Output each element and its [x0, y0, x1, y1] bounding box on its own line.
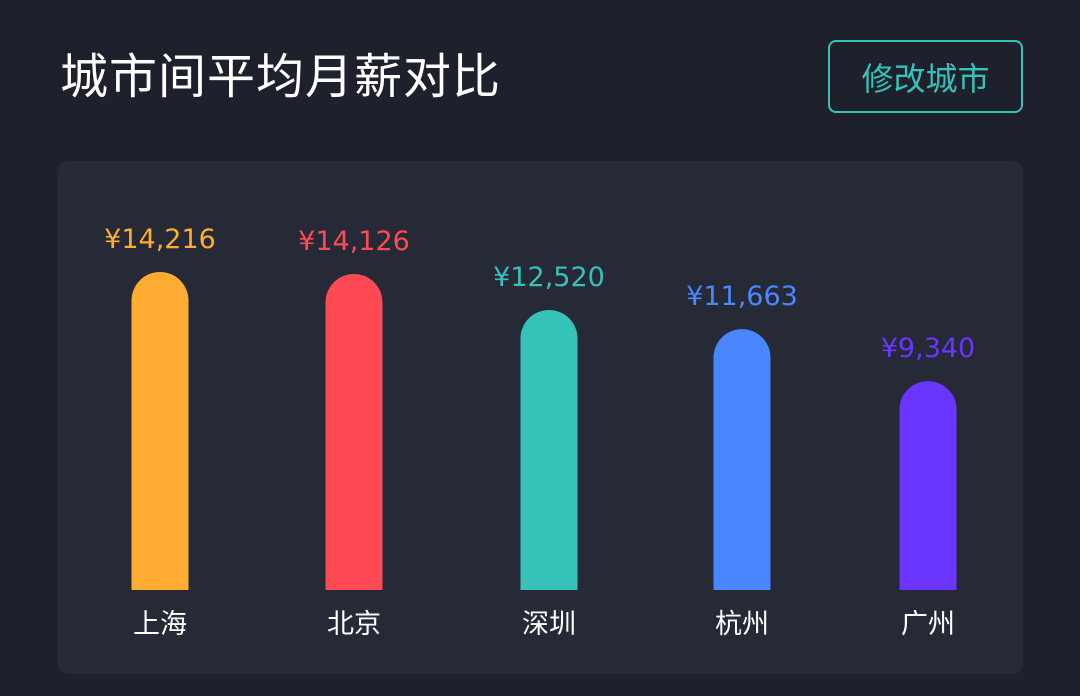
bar-3: [714, 329, 771, 590]
value-label-4: ¥9,340: [881, 333, 975, 364]
bar-0: [132, 272, 189, 590]
category-label-4: 广州: [901, 609, 955, 640]
category-label-1: 北京: [327, 609, 381, 640]
bar-1: [326, 274, 383, 590]
change-city-button[interactable]: 修改城市: [828, 40, 1023, 113]
value-label-0: ¥14,216: [104, 224, 216, 255]
value-label-1: ¥14,126: [298, 226, 410, 257]
bar-4: [900, 381, 957, 590]
category-label-3: 杭州: [715, 609, 769, 640]
page-title: 城市间平均月薪对比: [60, 44, 501, 110]
bar-chart: ¥14,216 上海 ¥14,126 北京 ¥12,520 深圳 ¥11,663 杭州 ¥9,3…: [58, 161, 1023, 674]
value-label-2: ¥12,520: [493, 262, 605, 293]
category-label-2: 深圳: [522, 609, 576, 640]
category-label-0: 上海: [133, 609, 187, 640]
value-label-3: ¥11,663: [686, 281, 798, 312]
bar-2: [521, 310, 578, 590]
chart-card: ¥14,216 上海 ¥14,126 北京 ¥12,520 深圳 ¥11,663 杭州 ¥9,3…: [58, 161, 1023, 674]
